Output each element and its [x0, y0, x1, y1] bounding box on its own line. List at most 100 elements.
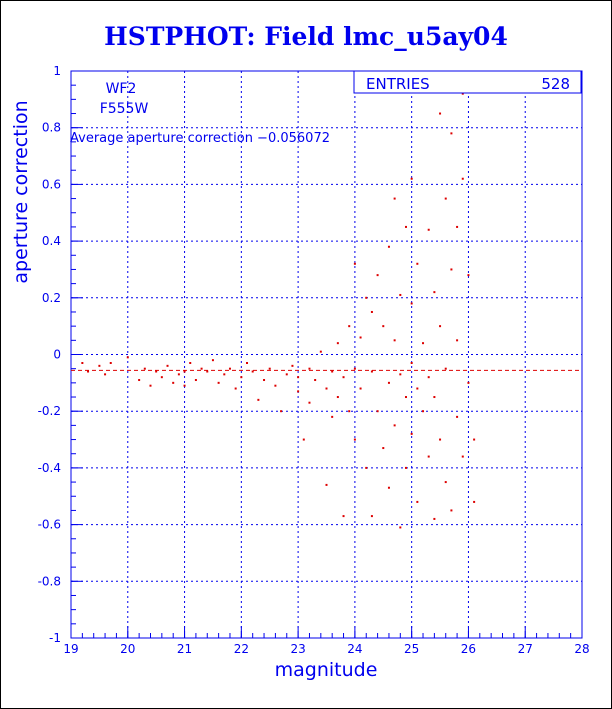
data-point: [444, 197, 447, 200]
data-point: [325, 387, 328, 390]
data-point: [126, 356, 129, 359]
data-point: [450, 509, 453, 512]
data-point: [336, 342, 339, 345]
data-point: [251, 370, 254, 373]
data-point: [450, 132, 453, 135]
data-point: [399, 526, 402, 529]
data-point: [160, 376, 163, 379]
data-point: [308, 367, 311, 370]
data-point: [257, 398, 260, 401]
data-point: [274, 384, 277, 387]
data-point: [331, 370, 334, 373]
y-tick-label: -0.2: [38, 404, 61, 418]
data-point: [461, 177, 464, 180]
data-point: [223, 373, 226, 376]
data-point: [370, 515, 373, 518]
chart-title: HSTPHOT: Field lmc_u5ay04: [104, 22, 508, 51]
data-point: [404, 225, 407, 228]
grid-lines: [71, 71, 582, 638]
data-point: [433, 517, 436, 520]
data-point: [314, 379, 317, 382]
data-point: [342, 376, 345, 379]
data-point: [444, 481, 447, 484]
data-point: [416, 262, 419, 265]
data-point: [467, 274, 470, 277]
data-point: [331, 415, 334, 418]
chip-label: WF2: [106, 81, 137, 97]
data-point: [422, 410, 425, 413]
y-axis-label: aperture correction: [10, 100, 32, 283]
data-point: [268, 367, 271, 370]
data-point: [422, 342, 425, 345]
data-point: [138, 379, 141, 382]
y-tick-label: -0.6: [38, 518, 61, 532]
x-tick-label: 26: [461, 642, 476, 656]
data-point: [189, 362, 192, 365]
data-point: [404, 466, 407, 469]
y-tick-label: -1: [49, 631, 61, 645]
data-point: [393, 424, 396, 427]
data-point: [177, 373, 180, 376]
data-point: [285, 373, 288, 376]
y-tick-label: 1: [53, 64, 61, 78]
data-point: [319, 350, 322, 353]
y-tick-label: 0.4: [42, 234, 61, 248]
data-point: [246, 362, 249, 365]
data-point: [200, 367, 203, 370]
y-tick-label: 0: [53, 348, 61, 362]
filter-label: F555W: [100, 101, 149, 117]
data-point: [348, 410, 351, 413]
x-tick-label: 25: [404, 642, 419, 656]
data-point: [410, 177, 413, 180]
data-point: [410, 362, 413, 365]
x-tick-label: 23: [290, 642, 305, 656]
data-point: [387, 486, 390, 489]
data-point: [217, 381, 220, 384]
data-point: [166, 364, 169, 367]
data-point: [467, 381, 470, 384]
data-point: [410, 302, 413, 305]
data-point: [427, 228, 430, 231]
data-point: [387, 381, 390, 384]
y-tick-label: -0.8: [38, 574, 61, 588]
data-point: [461, 92, 464, 95]
data-points: [81, 87, 476, 529]
data-point: [155, 370, 158, 373]
y-tick-label: -0.4: [38, 461, 61, 475]
data-point: [183, 370, 186, 373]
data-point: [183, 384, 186, 387]
data-point: [291, 364, 294, 367]
data-point: [234, 387, 237, 390]
data-point: [353, 367, 356, 370]
data-point: [376, 410, 379, 413]
data-point: [342, 515, 345, 518]
data-point: [461, 455, 464, 458]
y-tick-label: 0.6: [42, 177, 61, 191]
data-point: [308, 401, 311, 404]
data-point: [439, 325, 442, 328]
plot-area: [70, 70, 583, 639]
data-point: [104, 373, 107, 376]
data-point: [410, 432, 413, 435]
x-tick-label: 19: [63, 642, 78, 656]
data-point: [109, 362, 112, 365]
data-point: [399, 293, 402, 296]
data-point: [149, 384, 152, 387]
data-point: [228, 367, 231, 370]
data-point: [240, 376, 243, 379]
data-point: [393, 339, 396, 342]
data-point: [87, 370, 90, 373]
data-point: [353, 262, 356, 265]
stats-box: ENTRIES 528: [353, 70, 582, 94]
data-point: [348, 325, 351, 328]
data-point: [280, 410, 283, 413]
data-point: [456, 339, 459, 342]
data-point: [370, 370, 373, 373]
entries-label: ENTRIES: [366, 75, 430, 93]
data-point: [211, 359, 214, 362]
y-tick-label: 0.8: [42, 121, 61, 135]
data-point: [263, 379, 266, 382]
x-tick-label: 24: [347, 642, 362, 656]
data-point: [336, 396, 339, 399]
data-point: [143, 367, 146, 370]
